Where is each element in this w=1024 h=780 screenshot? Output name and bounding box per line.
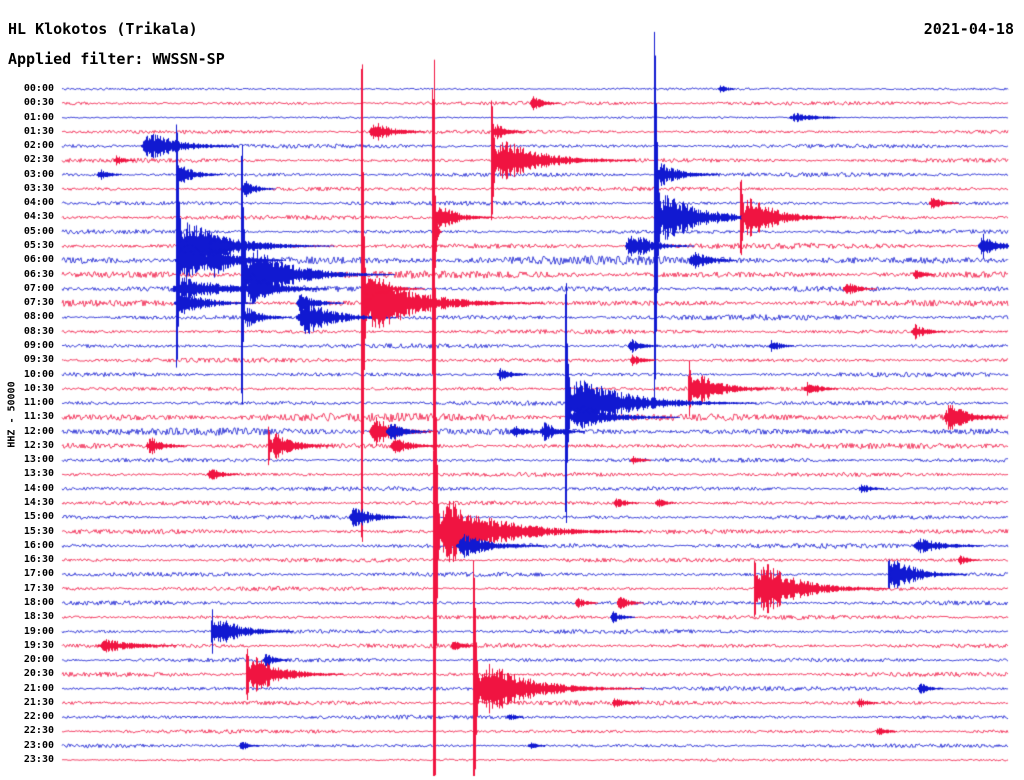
time-label: 03:30 [23,182,54,194]
time-label: 13:00 [23,454,54,466]
time-label: 13:30 [23,468,54,480]
time-label: 12:30 [23,439,54,451]
time-label: 10:30 [23,382,54,394]
time-label: 20:30 [23,668,54,680]
time-label: 21:30 [23,696,54,708]
time-label: 18:00 [23,596,54,608]
time-label: 16:30 [23,554,54,566]
time-label: 23:00 [23,739,54,751]
time-label: 12:00 [23,425,54,437]
time-label: 22:30 [23,725,54,737]
time-label: 17:00 [23,568,54,580]
time-label: 06:30 [23,268,54,280]
time-label: 09:00 [23,339,54,351]
time-label: 14:30 [23,497,54,509]
time-label: 00:00 [23,83,54,94]
time-label: 04:00 [23,197,54,209]
time-label: 09:30 [23,354,54,366]
time-label: 02:30 [23,154,54,166]
time-label: 10:00 [23,368,54,380]
time-label: 04:30 [23,211,54,223]
time-label: 20:00 [23,654,54,666]
time-label: 01:00 [23,111,54,123]
time-label: 19:30 [23,639,54,651]
time-label: 11:30 [23,411,54,423]
time-label: 14:00 [23,482,54,494]
time-label: 21:00 [23,682,54,694]
time-label-column: 00:00 00:30 01:00 01:30 02:00 02:30 03:00 03:30… [0,0,58,780]
time-label: 05:00 [23,225,54,237]
time-label: 06:00 [23,254,54,266]
time-label: 19:00 [23,625,54,637]
time-label: 08:00 [23,311,54,323]
time-label: 11:00 [23,397,54,409]
time-label: 08:30 [23,325,54,337]
time-label: 01:30 [23,125,54,137]
time-label: 23:30 [23,754,54,765]
time-label: 15:00 [23,511,54,523]
time-label: 00:30 [23,97,54,109]
time-label: 15:30 [23,525,54,537]
time-label: 07:30 [23,297,54,309]
time-label: 05:30 [23,240,54,252]
time-label: 02:00 [23,140,54,152]
time-label: 07:00 [23,282,54,294]
time-label: 03:00 [23,168,54,180]
time-label: 18:30 [23,611,54,623]
time-label: 22:00 [23,711,54,723]
time-label: 16:00 [23,539,54,551]
time-label: 17:30 [23,582,54,594]
